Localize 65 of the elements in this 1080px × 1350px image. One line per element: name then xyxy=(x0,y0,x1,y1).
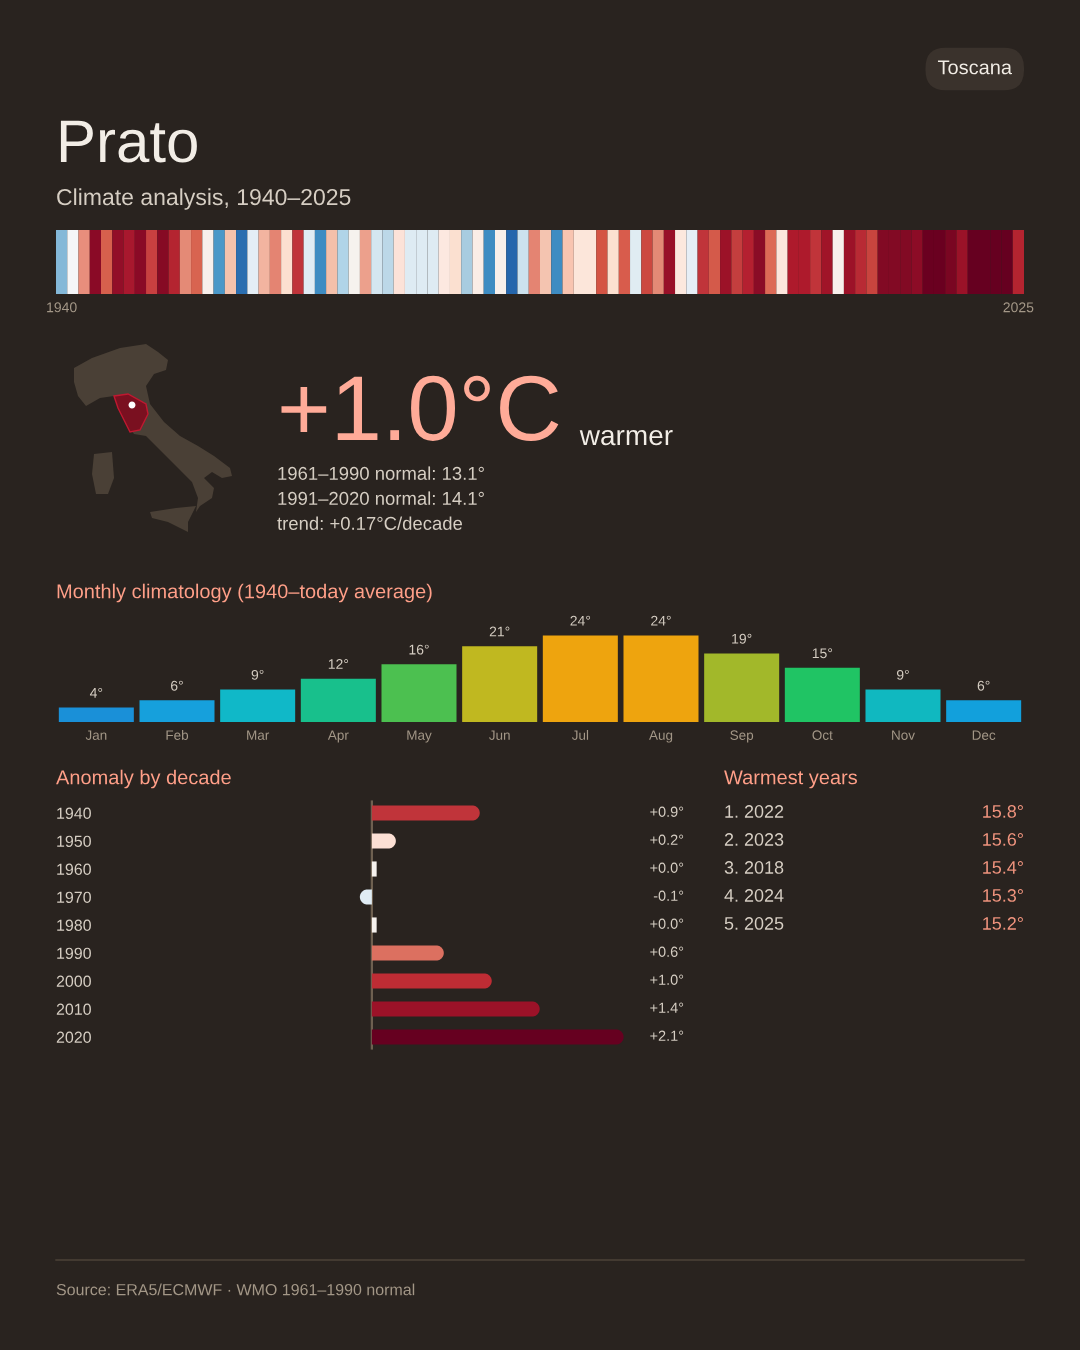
data-label: 9° xyxy=(251,669,264,680)
data-label: 12° xyxy=(328,659,349,669)
text: 1991–2020 normal: 14.1° xyxy=(278,491,484,505)
x-tick-label: Sep xyxy=(730,730,754,743)
text: 15.8° xyxy=(983,805,1023,818)
x-tick-label: May xyxy=(407,730,432,743)
data-label: 24° xyxy=(651,615,671,626)
x-tick-label: Apr xyxy=(327,730,349,743)
data-label: +0.2° xyxy=(650,834,684,845)
data-label: -0.1° xyxy=(653,890,684,901)
text: 15.3° xyxy=(983,889,1023,902)
y-tick-label: 1960 xyxy=(57,863,91,875)
data-label: 4° xyxy=(89,687,103,698)
source-note: Source: ERA5/ECMWF · WMO 1961–1990 normal xyxy=(56,1283,415,1296)
text: 5. 2025 xyxy=(724,917,784,930)
data-label: +0.9° xyxy=(650,806,684,817)
text: 15.6° xyxy=(983,833,1023,846)
x-tick-label: Feb xyxy=(166,730,189,740)
data-label: 19° xyxy=(732,633,752,644)
y-tick-label: 1990 xyxy=(57,947,91,959)
y-tick-label: 1950 xyxy=(57,835,91,847)
x-tick-label: 2025 xyxy=(1003,302,1034,313)
text: Toscana xyxy=(937,60,1012,75)
x-tick-label: Aug xyxy=(649,730,673,743)
x-tick-label: Dec xyxy=(972,730,996,740)
text: +1.0°C xyxy=(281,375,559,441)
text: 1. 2022 xyxy=(725,805,784,818)
text: 15.4° xyxy=(983,861,1023,874)
text: Warmest years xyxy=(724,770,857,789)
chart-title: Prato xyxy=(60,120,197,163)
text: Anomaly by decade xyxy=(56,769,231,789)
data-label: +0.0° xyxy=(650,918,684,929)
text: 2. 2023 xyxy=(724,833,784,846)
data-label: 16° xyxy=(409,644,429,655)
data-label: +2.1° xyxy=(650,1030,684,1041)
y-tick-label: 1970 xyxy=(57,891,91,903)
text: 4. 2024 xyxy=(724,889,784,902)
y-tick-label: 1980 xyxy=(57,919,91,931)
data-label: 24° xyxy=(570,615,591,626)
y-tick-label: 2010 xyxy=(56,1003,91,1015)
x-tick-label: Mar xyxy=(247,730,270,740)
x-tick-label: Jan xyxy=(85,730,107,740)
x-tick-label: Oct xyxy=(812,730,833,740)
x-tick-label: Nov xyxy=(892,730,915,740)
text: 15.2° xyxy=(983,917,1023,930)
x-tick-label: Jun xyxy=(489,730,510,740)
data-label: 21° xyxy=(489,626,510,637)
x-tick-label: Jul xyxy=(571,730,589,740)
data-label: 6° xyxy=(171,680,183,691)
text: 1961–1990 normal: 13.1° xyxy=(278,466,484,480)
chart-subtitle: Climate analysis, 1940–2025 xyxy=(57,188,351,210)
y-tick-label: 2000 xyxy=(56,975,91,987)
text: trend: +0.17°C/decade xyxy=(277,516,463,530)
data-label: 6° xyxy=(977,680,990,691)
y-tick-label: 1940 xyxy=(57,807,91,819)
data-label: +1.4° xyxy=(650,1002,684,1013)
text: 3. 2018 xyxy=(724,861,784,874)
chart-title: Monthly climatology (1940–today average) xyxy=(57,583,432,603)
y-tick-label: 2020 xyxy=(56,1031,91,1043)
data-label: +1.0° xyxy=(650,974,684,985)
data-label: +0.0° xyxy=(650,862,684,873)
data-label: 15° xyxy=(812,648,833,659)
text: warmer xyxy=(579,429,673,446)
data-label: +0.6° xyxy=(650,946,684,957)
data-label: 9° xyxy=(896,669,909,680)
